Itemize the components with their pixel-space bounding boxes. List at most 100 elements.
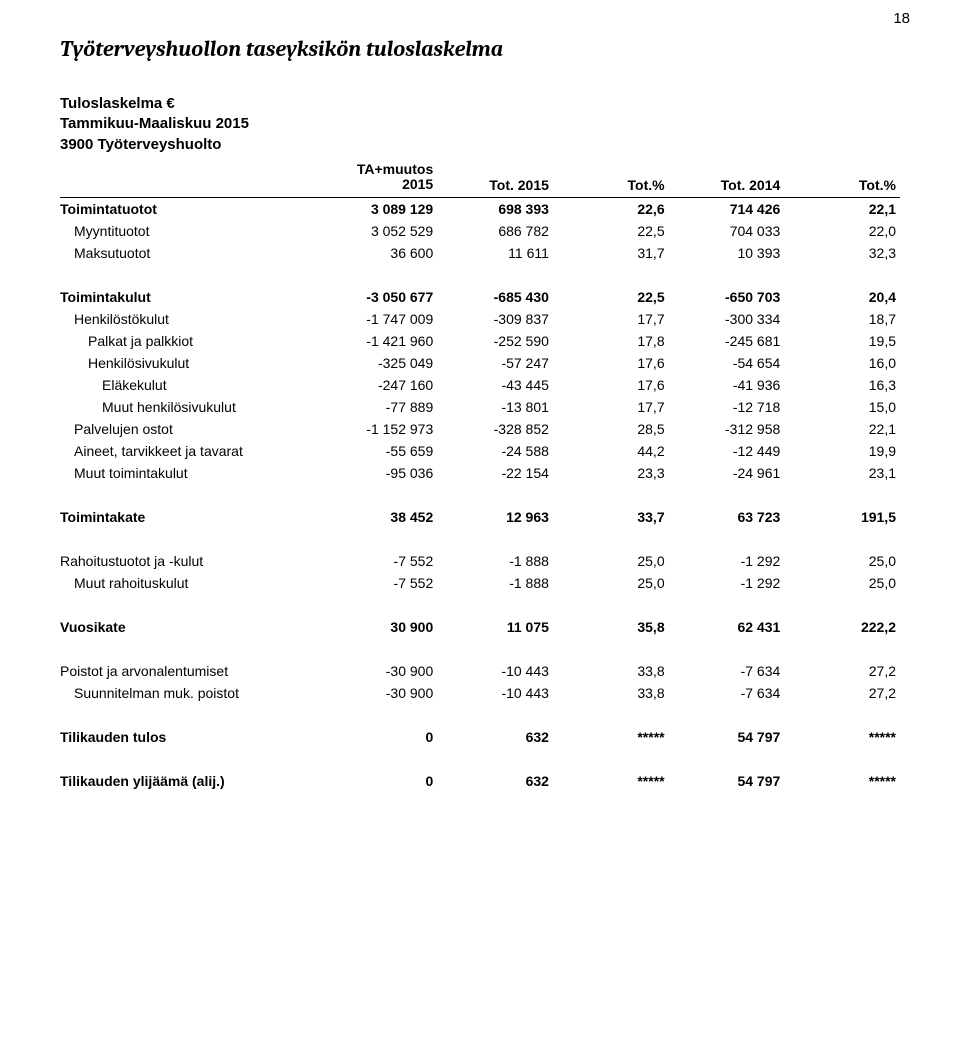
row-label: Tilikauden ylijäämä (alij.) <box>60 770 322 792</box>
spacer-cell <box>60 704 900 726</box>
row-value: -1 888 <box>437 572 553 594</box>
row-value: 30 900 <box>322 616 438 638</box>
row-value: 17,8 <box>553 330 669 352</box>
row-value: -328 852 <box>437 418 553 440</box>
row-label: Aineet, tarvikkeet ja tavarat <box>60 440 322 462</box>
table-row: Toimintakulut-3 050 677-685 43022,5-650 … <box>60 286 900 308</box>
table-row: Henkilösivukulut-325 049-57 24717,6-54 6… <box>60 352 900 374</box>
row-value: -245 681 <box>669 330 785 352</box>
row-value: -43 445 <box>437 374 553 396</box>
table-row: Rahoitustuotot ja -kulut-7 552-1 88825,0… <box>60 550 900 572</box>
table-row: Henkilöstökulut-1 747 009-309 83717,7-30… <box>60 308 900 330</box>
row-label: Palkat ja palkkiot <box>60 330 322 352</box>
table-row: Myyntituotot3 052 529686 78222,5704 0332… <box>60 220 900 242</box>
row-value: 33,8 <box>553 660 669 682</box>
row-value: 32,3 <box>784 242 900 264</box>
header-cell: Tot.% <box>784 159 900 197</box>
report-subhead: Tuloslaskelma € Tammikuu-Maaliskuu 2015 … <box>60 94 900 155</box>
table-row: Tilikauden ylijäämä (alij.)0632*****54 7… <box>60 770 900 792</box>
row-label: Toimintakate <box>60 506 322 528</box>
row-value: 62 431 <box>669 616 785 638</box>
row-value: 22,1 <box>784 418 900 440</box>
row-label: Maksutuotot <box>60 242 322 264</box>
header-cell: Tot. 2015 <box>437 159 553 197</box>
spacer-cell <box>60 748 900 770</box>
spacer-cell <box>60 528 900 550</box>
row-value: 10 393 <box>669 242 785 264</box>
spacer-cell <box>60 484 900 506</box>
row-value: -7 634 <box>669 682 785 704</box>
table-row: Aineet, tarvikkeet ja tavarat-55 659-24 … <box>60 440 900 462</box>
row-value: 16,3 <box>784 374 900 396</box>
row-value: 33,7 <box>553 506 669 528</box>
row-label: Rahoitustuotot ja -kulut <box>60 550 322 572</box>
row-value: 44,2 <box>553 440 669 462</box>
row-value: -312 958 <box>669 418 785 440</box>
row-value: 31,7 <box>553 242 669 264</box>
row-value: -95 036 <box>322 462 438 484</box>
table-body: Toimintatuotot3 089 129698 39322,6714 42… <box>60 197 900 792</box>
row-value: -55 659 <box>322 440 438 462</box>
row-value: 22,6 <box>553 197 669 220</box>
row-value: 3 052 529 <box>322 220 438 242</box>
row-value: -1 292 <box>669 550 785 572</box>
row-value: -77 889 <box>322 396 438 418</box>
table-row: Muut rahoituskulut-7 552-1 88825,0-1 292… <box>60 572 900 594</box>
row-value: -57 247 <box>437 352 553 374</box>
row-value: 15,0 <box>784 396 900 418</box>
row-value: 16,0 <box>784 352 900 374</box>
row-value: 714 426 <box>669 197 785 220</box>
row-value: -30 900 <box>322 682 438 704</box>
row-value: 23,3 <box>553 462 669 484</box>
row-value: 191,5 <box>784 506 900 528</box>
row-value: 63 723 <box>669 506 785 528</box>
spacer-cell <box>60 264 900 286</box>
row-value: -22 154 <box>437 462 553 484</box>
row-value: -247 160 <box>322 374 438 396</box>
row-value: -300 334 <box>669 308 785 330</box>
table-row: Toimintatuotot3 089 129698 39322,6714 42… <box>60 197 900 220</box>
subhead-line: Tammikuu-Maaliskuu 2015 <box>60 114 900 134</box>
row-value: 17,6 <box>553 352 669 374</box>
row-label: Muut henkilösivukulut <box>60 396 322 418</box>
row-value: 19,9 <box>784 440 900 462</box>
row-value: -12 718 <box>669 396 785 418</box>
row-value: -24 961 <box>669 462 785 484</box>
row-value: 22,1 <box>784 197 900 220</box>
row-value: 3 089 129 <box>322 197 438 220</box>
row-label: Palvelujen ostot <box>60 418 322 440</box>
row-value: -41 936 <box>669 374 785 396</box>
row-label: Muut rahoituskulut <box>60 572 322 594</box>
row-value: 22,5 <box>553 286 669 308</box>
row-value: -252 590 <box>437 330 553 352</box>
row-value: 17,7 <box>553 308 669 330</box>
row-value: 25,0 <box>784 572 900 594</box>
row-value: 54 797 <box>669 726 785 748</box>
table-row: Vuosikate30 90011 07535,862 431222,2 <box>60 616 900 638</box>
row-label: Henkilöstökulut <box>60 308 322 330</box>
row-value: 11 075 <box>437 616 553 638</box>
subhead-line: Tuloslaskelma € <box>60 94 900 114</box>
row-value: -1 292 <box>669 572 785 594</box>
row-value: 54 797 <box>669 770 785 792</box>
row-value: 704 033 <box>669 220 785 242</box>
table-header: TA+muutos2015 Tot. 2015 Tot.% Tot. 2014 … <box>60 159 900 197</box>
table-row: Eläkekulut-247 160-43 44517,6-41 93616,3 <box>60 374 900 396</box>
row-value: 27,2 <box>784 682 900 704</box>
table-row: Toimintakate38 45212 96333,763 723191,5 <box>60 506 900 528</box>
row-label: Myyntituotot <box>60 220 322 242</box>
row-value: -24 588 <box>437 440 553 462</box>
header-cell: TA+muutos2015 <box>322 159 438 197</box>
header-cell: Tot. 2014 <box>669 159 785 197</box>
row-value: 0 <box>322 770 438 792</box>
row-value: 222,2 <box>784 616 900 638</box>
table-row: Palkat ja palkkiot-1 421 960-252 59017,8… <box>60 330 900 352</box>
row-label: Toimintakulut <box>60 286 322 308</box>
row-value: 17,6 <box>553 374 669 396</box>
row-value: -12 449 <box>669 440 785 462</box>
row-value: 38 452 <box>322 506 438 528</box>
row-value: 35,8 <box>553 616 669 638</box>
table-row: Tilikauden tulos0632*****54 797***** <box>60 726 900 748</box>
row-value: -7 552 <box>322 550 438 572</box>
row-label: Henkilösivukulut <box>60 352 322 374</box>
